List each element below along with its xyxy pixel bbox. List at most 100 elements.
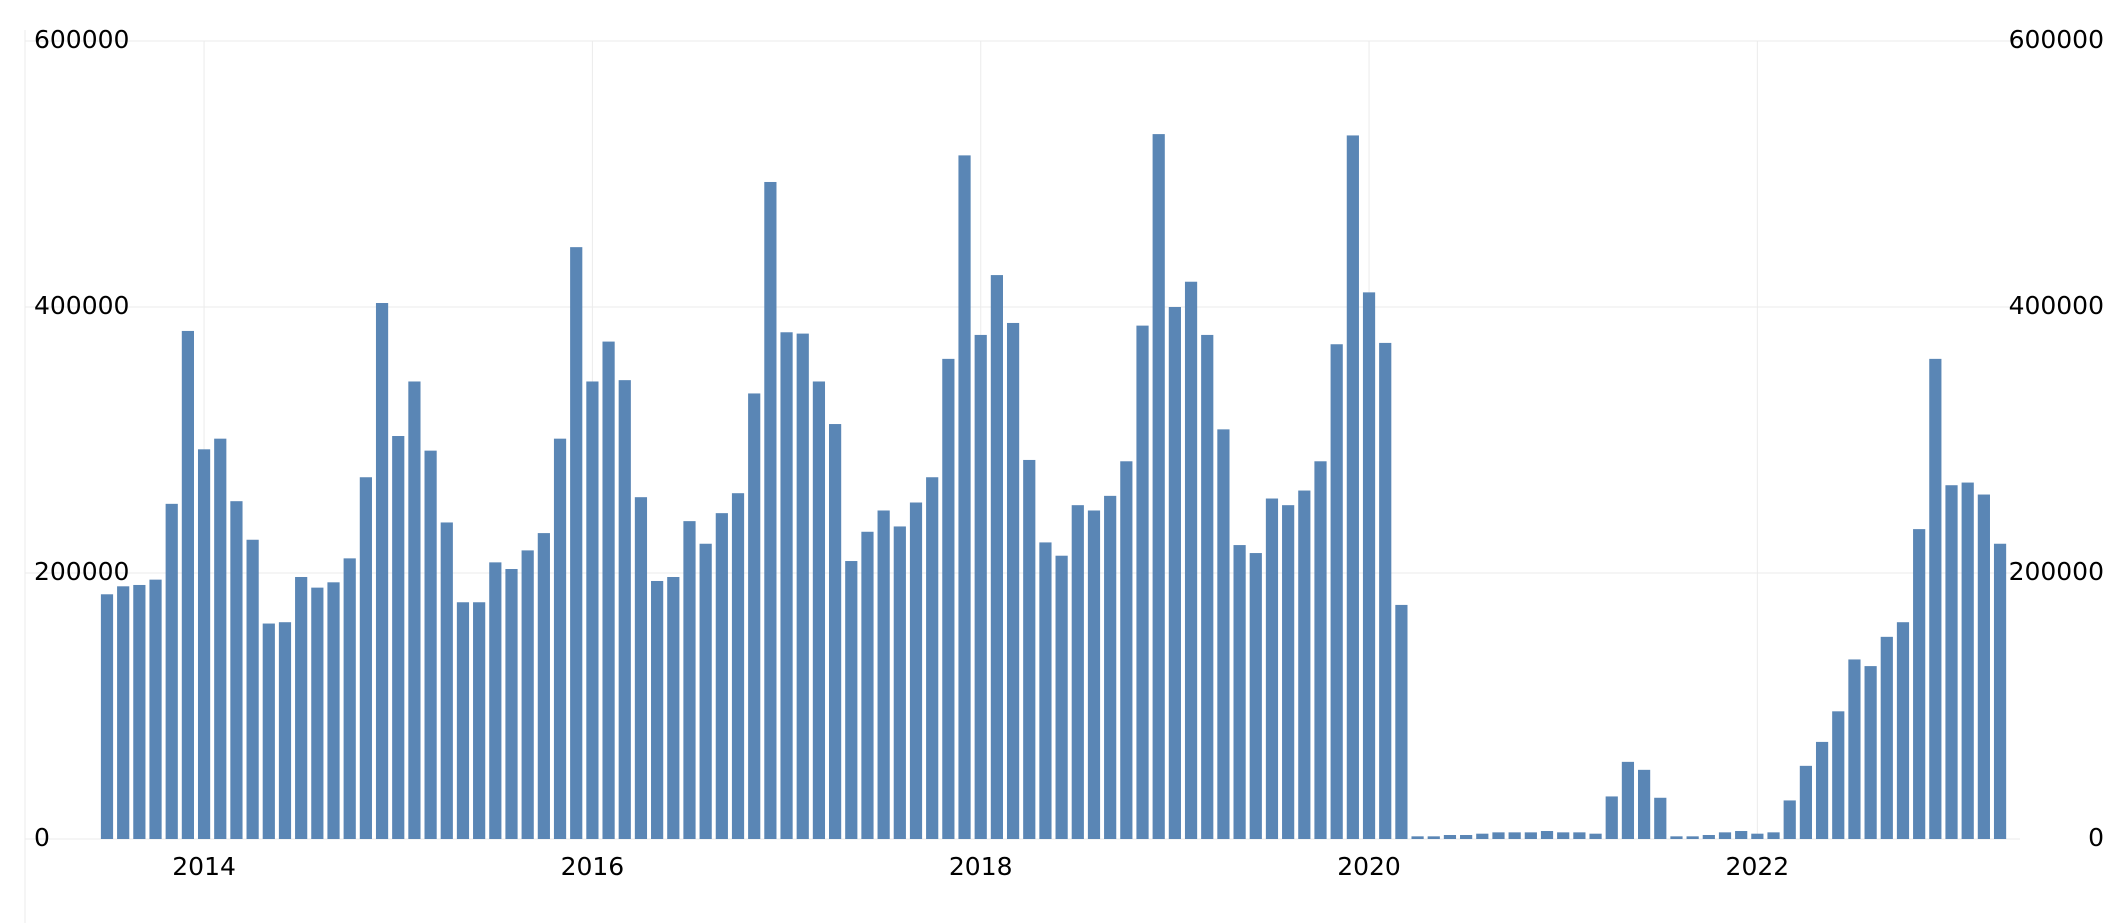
bar: [1961, 482, 1974, 839]
x-tick-label: 2016: [561, 852, 625, 881]
bar: [1589, 833, 1602, 839]
x-tick-label: 2018: [949, 852, 1013, 881]
bar: [796, 333, 809, 839]
bar: [1783, 800, 1796, 839]
bar: [1621, 761, 1635, 839]
bar: [667, 576, 680, 839]
bar: [181, 330, 194, 839]
bar: [1751, 833, 1764, 839]
bar: [780, 332, 793, 839]
bar: [1152, 134, 1165, 840]
bar: [117, 586, 130, 839]
bar: [392, 436, 405, 839]
bar: [1945, 485, 1958, 839]
bar: [1848, 659, 1861, 839]
bar: [570, 247, 583, 839]
bar: [456, 602, 470, 839]
bar: [942, 358, 955, 839]
bar: [1880, 636, 1893, 839]
bar: [278, 622, 292, 839]
bar: [1929, 358, 1942, 839]
bar: [731, 493, 745, 839]
bar: [1799, 765, 1812, 839]
y-tick-label: 0: [34, 823, 50, 852]
bar: [214, 438, 227, 839]
bar: [1767, 832, 1780, 839]
y-tick-label: 600000: [34, 25, 129, 54]
bar: [1993, 543, 2007, 839]
bar: [1492, 832, 1505, 839]
bar: [1087, 510, 1101, 839]
bar: [974, 334, 987, 839]
bar: [699, 543, 712, 839]
bar: [1460, 835, 1473, 839]
bar: [1379, 342, 1392, 839]
bar: [1815, 741, 1829, 839]
bar: [1265, 498, 1279, 839]
bar: [343, 558, 356, 839]
bar: [165, 503, 178, 839]
bar: [1476, 833, 1489, 839]
x-tick-label: 2022: [1726, 852, 1790, 881]
bar: [537, 533, 550, 839]
bar: [1330, 344, 1343, 839]
bar: [1346, 135, 1359, 839]
bar: [1508, 832, 1521, 839]
bar: [748, 393, 761, 839]
y-tick-label: 200000: [34, 557, 129, 586]
bar: [1006, 322, 1020, 840]
bar: [1217, 429, 1230, 839]
bar: [1832, 711, 1845, 839]
bar: [845, 561, 858, 839]
bar: [1055, 555, 1068, 839]
bar: [651, 580, 664, 839]
bar: [1201, 334, 1214, 839]
bar: [861, 531, 874, 839]
y-tick-label: 400000: [34, 291, 129, 320]
bar: [618, 380, 631, 839]
bar: [1071, 505, 1084, 839]
bar: [505, 569, 518, 839]
bar: [1524, 832, 1537, 839]
bar: [1670, 836, 1683, 839]
bar: [408, 381, 421, 839]
bar: [424, 450, 437, 839]
bar: [764, 181, 777, 840]
bar: [1023, 459, 1036, 839]
bar: [829, 424, 842, 839]
bar: [133, 584, 146, 839]
bar: [1605, 796, 1618, 839]
bar: [1411, 836, 1424, 839]
bar: [100, 594, 114, 839]
bar: [1913, 529, 1926, 839]
bar: [1540, 831, 1554, 839]
bar: [1557, 832, 1570, 839]
bar: [375, 303, 389, 839]
x-tick-label: 2020: [1337, 852, 1401, 881]
bar: [1896, 622, 1910, 839]
bar: [1233, 545, 1246, 839]
y2-tick-label: 200000: [2009, 557, 2104, 586]
bar: [1638, 769, 1651, 839]
bar: [311, 587, 324, 839]
x-tick-label: 2014: [172, 852, 236, 881]
bar: [1977, 494, 1990, 839]
bar: [893, 526, 906, 839]
bar: [440, 522, 453, 839]
bar: [1735, 831, 1748, 839]
bar: [1184, 281, 1198, 840]
bar: [909, 502, 923, 839]
bar: [521, 550, 534, 839]
bar: [602, 341, 615, 839]
y2-tick-label: 400000: [2009, 291, 2104, 320]
bar: [586, 381, 599, 839]
bar: [812, 381, 826, 839]
bar: [1443, 835, 1457, 839]
bar: [246, 539, 259, 839]
bar: [990, 275, 1003, 840]
bar: [1039, 542, 1052, 839]
bar: [1136, 325, 1149, 839]
bar: [1298, 490, 1311, 839]
bar: [715, 513, 728, 839]
